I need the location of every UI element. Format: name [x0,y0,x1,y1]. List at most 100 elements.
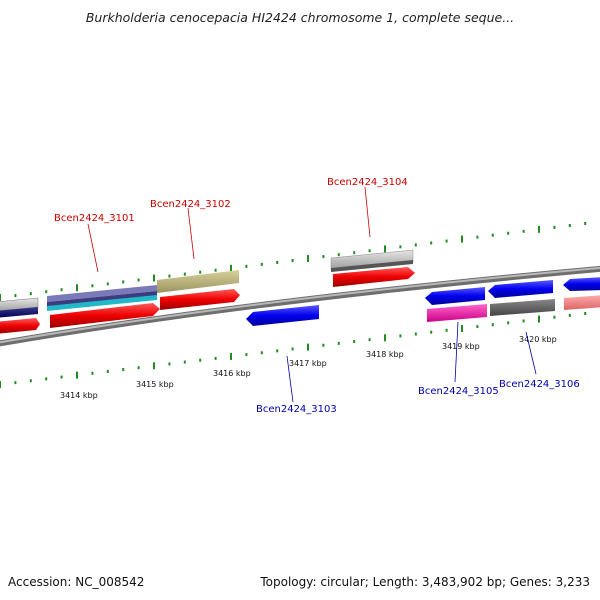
outer-tick [168,274,171,278]
inner-tick [414,332,417,336]
leader-line-3102 [187,207,195,260]
inner-tick [29,379,32,383]
axis-label-3418: 3418 kbp [366,350,404,359]
feature-purple-stripe[interactable] [47,285,157,302]
axis-labels: 3414 kbp 3415 kbp 3416 kbp 3417 kbp 3418… [60,335,557,400]
outer-tick [337,253,340,257]
outer-tick [45,290,48,294]
genome-summary-text: Topology: circular; Length: 3,483,902 bp… [260,575,590,589]
feature-salmon-right[interactable] [564,295,600,310]
inner-tick [199,358,202,362]
outer-tick [291,259,294,262]
inner-tick [60,375,63,379]
inner-tick [183,360,186,364]
outer-tick [76,284,78,292]
inner-tick [137,366,140,370]
inner-tick [214,356,217,360]
outer-tick [245,264,248,268]
accession-text: Accession: NC_008542 [8,575,145,589]
outer-tick [214,268,217,272]
inner-tick [507,321,510,325]
gene-label-bcen2424-3106[interactable]: Bcen2424_3106 [499,379,580,390]
outer-tick [522,229,525,233]
inner-tick [430,330,433,334]
map-title: Burkholderia cenocepacia HI2424 chromoso… [85,10,515,25]
gene-label-bcen2424-3105[interactable]: Bcen2424_3105 [418,386,499,397]
outer-tick [399,245,402,249]
outer-tick [553,225,556,229]
chromosome-backbone-highlight [0,266,600,344]
outer-tick [353,251,356,255]
inner-tick [168,362,171,366]
inner-tick [245,353,248,357]
inner-tick [291,347,294,351]
leader-line-3104 [364,186,371,238]
reverse-features [246,277,600,326]
gene-arrow-bcen2424-3101[interactable] [50,303,160,328]
outer-tick [199,270,202,274]
gene-labels: Bcen2424_3101 Bcen2424_3102 Bcen2424_310… [54,177,580,415]
feature-cyan-stripe[interactable] [47,295,157,311]
inner-tick [522,319,525,323]
inner-tick [538,315,540,323]
feature-dark-underline-3104[interactable] [331,260,413,272]
outer-tick [276,260,279,264]
inner-tick [584,312,587,315]
inner-tick [322,343,325,347]
inner-tick [76,371,78,379]
gene-arrow-bcen2424-3106[interactable] [488,280,553,298]
inner-tick [14,381,17,385]
outer-tick [0,294,1,301]
outer-tick [260,262,263,266]
axis-label-3419: 3419 kbp [442,342,480,351]
gene-label-bcen2424-3101[interactable]: Bcen2424_3101 [54,213,135,224]
gene-label-bcen2424-3103[interactable]: Bcen2424_3103 [256,404,337,415]
inner-tick [491,323,494,327]
axis-label-3414: 3414 kbp [60,391,98,400]
gene-label-bcen2424-3102[interactable]: Bcen2424_3102 [150,199,231,210]
leader-line-3106 [525,331,537,375]
inner-tick [307,343,309,351]
outer-tick [137,278,140,282]
forward-features [0,249,415,334]
outer-tick [322,255,325,259]
feature-navy-left[interactable] [0,307,38,318]
outer-tick [91,284,94,288]
outer-tick [445,239,448,243]
feature-dark-3106[interactable] [490,299,555,316]
inner-tick [91,371,94,375]
axis-label-3415: 3415 kbp [136,380,174,389]
feature-red-left[interactable] [0,318,40,334]
outer-tick [507,231,510,235]
outer-tick [414,243,417,247]
feature-blue-right[interactable] [563,277,600,291]
inner-tick [106,369,109,373]
gene-label-bcen2424-3104[interactable]: Bcen2424_3104 [327,177,408,188]
gene-arrow-bcen2424-3105[interactable] [425,287,485,305]
feature-pink-3105[interactable] [427,304,487,322]
outer-tick [568,223,571,227]
inner-tick [461,324,463,332]
feature-olive[interactable] [157,270,239,293]
axis-label-3416: 3416 kbp [213,369,251,378]
outer-tick [183,272,186,276]
outer-tick [384,245,386,253]
outer-tick [230,264,232,272]
outer-tick [307,255,309,263]
inner-tick-track [0,312,587,388]
outer-tick [538,225,540,233]
gene-arrow-bcen2424-3102[interactable] [160,289,240,310]
outer-tick [430,241,433,245]
inner-tick [399,334,402,338]
inner-tick [230,352,232,360]
gene-arrow-bcen2424-3104[interactable] [333,267,415,287]
axis-label-3420: 3420 kbp [519,335,557,344]
gene-arrow-bcen2424-3103[interactable] [246,305,319,326]
inner-tick [476,325,479,329]
feature-slate-stripe[interactable] [47,291,157,307]
inner-tick [260,351,263,355]
inner-tick [553,315,556,319]
outer-tick [106,282,109,286]
inner-tick [445,328,448,332]
leader-line-3105 [454,321,459,383]
